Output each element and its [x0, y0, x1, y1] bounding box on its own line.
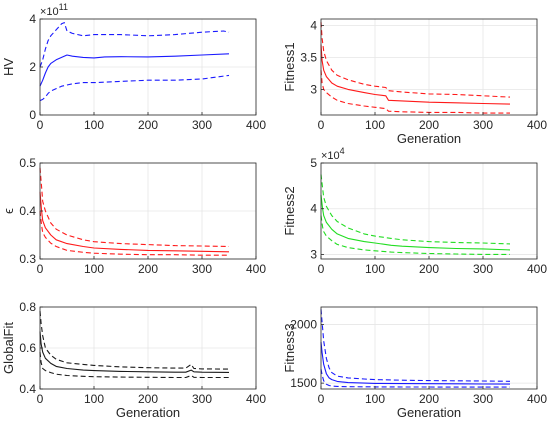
x-tick-label: 100 — [84, 262, 104, 276]
y-tick-label: 0.5 — [19, 156, 36, 170]
y-tick-label: 0.4 — [19, 382, 36, 396]
x-tick-label: 400 — [246, 262, 266, 276]
chart-panel-2: 0 100 200 300 400 3 3.5 4 Fitness1 Generation — [282, 18, 547, 146]
y-tick-label: 0 — [29, 108, 36, 122]
y-axis-label: Fitness1 — [282, 42, 297, 91]
y-axis-label: ϵ — [1, 208, 16, 214]
x-tick-label: 300 — [192, 118, 212, 132]
y-tick-label: 3.5 — [300, 50, 317, 64]
chart-panel-3: 0 100 200 300 400 0.3 0.4 0.5 ϵ — [1, 156, 266, 276]
series-line-lower — [39, 74, 230, 102]
series-line-upper — [39, 22, 230, 68]
x-tick-label: 300 — [473, 262, 493, 276]
y-tick-label: 3 — [310, 82, 317, 96]
x-tick-label: 0 — [318, 118, 325, 132]
series-line-mean — [320, 342, 511, 385]
series-line-upper — [320, 22, 511, 98]
x-axis-label: Generation — [116, 405, 180, 420]
chart-panel-4: 0 100 200 300 400 3 4 5 ×104 Fitness2 — [282, 146, 547, 276]
y-exponent-label: ×104 — [321, 146, 345, 162]
x-axis-label: Generation — [397, 405, 461, 420]
series-line-upper — [39, 311, 230, 370]
x-tick-label: 100 — [84, 392, 104, 406]
x-tick-label: 400 — [246, 118, 266, 132]
y-tick-label: 3 — [310, 247, 317, 261]
series-line-upper — [320, 174, 511, 245]
y-axis-label: HV — [1, 58, 16, 76]
x-tick-label: 100 — [365, 392, 385, 406]
chart-panel-1: 0 100 200 300 400 0 2 4 ×1011 HV — [1, 2, 266, 132]
x-tick-label: 300 — [192, 262, 212, 276]
x-tick-label: 300 — [473, 392, 493, 406]
y-axis-label: Fitness3 — [282, 323, 297, 372]
y-exponent-label: ×1011 — [40, 2, 68, 18]
x-tick-label: 0 — [37, 262, 44, 276]
y-tick-label: 0.3 — [19, 252, 36, 266]
x-tick-label: 0 — [318, 262, 325, 276]
series-line-mean — [320, 194, 511, 251]
x-axis-label: Generation — [397, 131, 461, 146]
x-tick-label: 200 — [138, 392, 158, 406]
y-axis-label: GlobalFit — [1, 322, 16, 374]
x-tick-label: 0 — [318, 392, 325, 406]
x-tick-label: 200 — [419, 118, 439, 132]
x-tick-label: 100 — [365, 262, 385, 276]
y-tick-label: 2000 — [290, 318, 317, 332]
x-tick-label: 200 — [419, 392, 439, 406]
x-tick-label: 400 — [246, 392, 266, 406]
series-line-upper — [320, 309, 511, 382]
x-tick-label: 300 — [192, 392, 212, 406]
y-tick-label: 5 — [310, 156, 317, 170]
series-line-lower — [320, 215, 510, 255]
x-tick-label: 200 — [138, 118, 158, 132]
series-line-mean — [320, 44, 511, 105]
y-axis-label: Fitness2 — [282, 186, 297, 235]
series-line-lower — [39, 352, 229, 379]
series-line-lower — [320, 368, 510, 388]
x-tick-label: 100 — [84, 118, 104, 132]
y-tick-label: 2 — [29, 60, 36, 74]
series-line-lower — [39, 210, 229, 256]
x-tick-label: 300 — [473, 118, 493, 132]
x-tick-label: 200 — [419, 262, 439, 276]
series-line-lower — [320, 70, 510, 114]
y-tick-label: 0.4 — [19, 204, 36, 218]
series-line-mean — [39, 53, 230, 87]
y-tick-label: 1500 — [290, 376, 317, 390]
series-line-mean — [39, 331, 230, 373]
y-tick-label: 0.6 — [19, 341, 36, 355]
y-tick-label: 4 — [29, 12, 36, 26]
x-tick-label: 200 — [138, 262, 158, 276]
series-line-mean — [39, 191, 230, 253]
x-tick-label: 0 — [37, 392, 44, 406]
x-tick-label: 400 — [527, 392, 547, 406]
x-tick-label: 100 — [365, 118, 385, 132]
y-tick-label: 4 — [310, 202, 317, 216]
x-tick-label: 400 — [527, 118, 547, 132]
series-line-upper — [39, 167, 230, 248]
x-tick-label: 400 — [527, 262, 547, 276]
y-tick-label: 0.8 — [19, 300, 36, 314]
x-tick-label: 0 — [37, 118, 44, 132]
y-tick-label: 4 — [310, 18, 317, 32]
